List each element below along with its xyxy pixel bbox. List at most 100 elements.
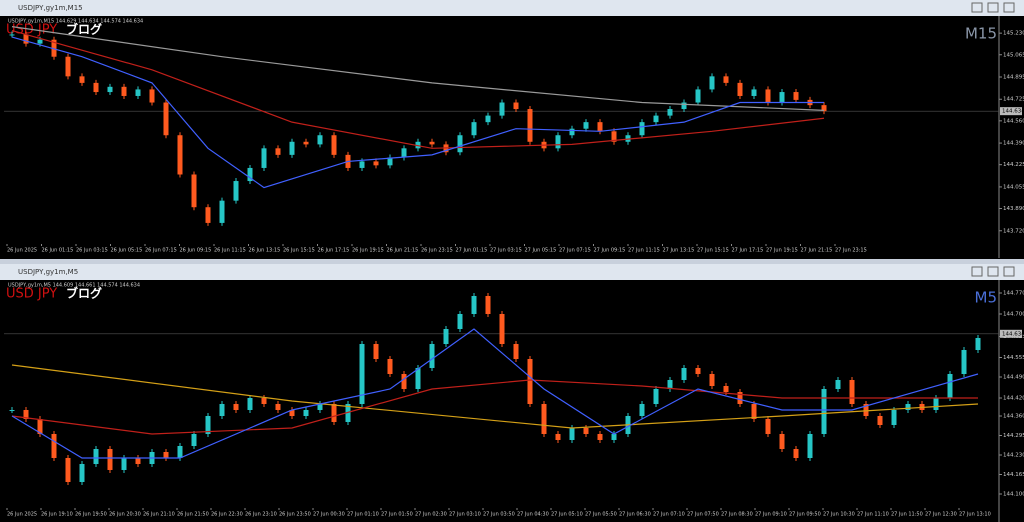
window-title: USDJPY,gy1m,M15 bbox=[18, 4, 83, 12]
x-tick-label: 27 Jun 08:30 bbox=[721, 512, 753, 518]
candle bbox=[401, 374, 407, 389]
x-tick-label: 26 Jun 2025 bbox=[7, 512, 37, 518]
x-tick-label: 26 Jun 2025 bbox=[7, 248, 37, 254]
candle bbox=[51, 434, 57, 458]
candle bbox=[23, 410, 29, 419]
candle bbox=[37, 419, 43, 434]
window-buttons[interactable] bbox=[971, 2, 1015, 277]
candle bbox=[79, 76, 85, 83]
symbol-label: USD JPY bbox=[6, 287, 57, 302]
candle bbox=[905, 404, 911, 410]
candle bbox=[667, 380, 673, 389]
x-tick-label: 27 Jun 13:15 bbox=[663, 248, 695, 254]
candle bbox=[513, 102, 519, 110]
candle bbox=[695, 89, 701, 103]
candle bbox=[93, 82, 99, 93]
candle bbox=[177, 135, 183, 175]
candle bbox=[639, 122, 645, 136]
candle bbox=[765, 89, 771, 103]
candle bbox=[821, 389, 827, 434]
candle bbox=[471, 122, 477, 136]
candle bbox=[541, 404, 547, 434]
y-tick-label: 144.770 bbox=[1003, 291, 1024, 297]
x-tick-label: 27 Jun 06:30 bbox=[619, 512, 651, 518]
candle bbox=[527, 109, 533, 142]
x-tick-label: 27 Jun 15:15 bbox=[697, 248, 729, 254]
candle bbox=[65, 56, 71, 77]
x-tick-label: 27 Jun 01:50 bbox=[381, 512, 413, 518]
candle bbox=[457, 135, 463, 153]
moving-average bbox=[11, 29, 825, 149]
moving-average bbox=[11, 328, 979, 459]
moving-average bbox=[11, 26, 825, 111]
candle bbox=[709, 76, 715, 90]
candle bbox=[975, 338, 981, 350]
x-tick-label: 27 Jun 00:30 bbox=[313, 512, 345, 518]
x-tick-label: 26 Jun 23:50 bbox=[279, 512, 311, 518]
x-tick-label: 26 Jun 13:15 bbox=[249, 248, 281, 254]
candle bbox=[121, 458, 127, 470]
candle bbox=[331, 404, 337, 422]
candle bbox=[317, 135, 323, 145]
candle bbox=[681, 368, 687, 380]
candle bbox=[625, 135, 631, 142]
y-tick-label: 144.360 bbox=[1003, 414, 1024, 420]
y-tick-label: 144.700 bbox=[1003, 312, 1024, 318]
candle bbox=[121, 86, 127, 96]
candle bbox=[303, 141, 309, 145]
candle bbox=[163, 452, 169, 458]
candle bbox=[387, 157, 393, 166]
x-tick-label: 26 Jun 23:15 bbox=[421, 248, 453, 254]
price-box bbox=[1000, 329, 1022, 338]
candle bbox=[289, 141, 295, 155]
y-tick-label: 144.725 bbox=[1003, 97, 1024, 103]
candle bbox=[93, 449, 99, 464]
candle bbox=[751, 404, 757, 419]
candle bbox=[499, 102, 505, 116]
candle bbox=[723, 386, 729, 392]
last-price-label: 144.634 bbox=[1002, 109, 1024, 115]
candle bbox=[429, 344, 435, 368]
candle bbox=[373, 161, 379, 166]
candle bbox=[9, 34, 15, 36]
candle bbox=[513, 344, 519, 359]
x-tick-label: 26 Jun 19:10 bbox=[41, 512, 73, 518]
candle bbox=[373, 344, 379, 359]
y-tick-label: 144.420 bbox=[1003, 396, 1024, 402]
x-tick-label: 27 Jun 05:50 bbox=[585, 512, 617, 518]
candle bbox=[779, 434, 785, 449]
x-tick-label: 27 Jun 07:15 bbox=[559, 248, 591, 254]
candle bbox=[177, 446, 183, 458]
candle bbox=[807, 434, 813, 458]
x-tick-label: 27 Jun 03:50 bbox=[483, 512, 515, 518]
candle bbox=[751, 89, 757, 96]
y-tick-label: 144.100 bbox=[1003, 492, 1024, 498]
timeframe-label: M15 bbox=[965, 25, 997, 43]
x-tick-label: 27 Jun 21:15 bbox=[801, 248, 833, 254]
candle bbox=[485, 115, 491, 123]
candle bbox=[569, 428, 575, 440]
candle bbox=[247, 167, 253, 182]
candle bbox=[653, 389, 659, 404]
x-tick-label: 26 Jun 03:15 bbox=[76, 248, 108, 254]
candle bbox=[611, 131, 617, 142]
candle bbox=[233, 181, 239, 201]
x-tick-label: 27 Jun 01:15 bbox=[456, 248, 488, 254]
x-tick-label: 27 Jun 05:15 bbox=[525, 248, 557, 254]
candle bbox=[765, 419, 771, 434]
candle bbox=[611, 434, 617, 440]
candle bbox=[597, 122, 603, 132]
candle bbox=[331, 135, 337, 155]
candle bbox=[681, 102, 687, 110]
x-tick-label: 27 Jun 12:30 bbox=[925, 512, 957, 518]
y-tick-label: 144.555 bbox=[1003, 355, 1024, 361]
x-tick-label: 27 Jun 11:50 bbox=[891, 512, 923, 518]
x-tick-label: 27 Jun 07:10 bbox=[653, 512, 685, 518]
timeframe-label: M5 bbox=[975, 289, 998, 307]
candle bbox=[359, 161, 365, 168]
candle bbox=[303, 410, 309, 416]
y-tick-label: 144.225 bbox=[1003, 162, 1024, 168]
y-tick-label: 144.390 bbox=[1003, 141, 1024, 147]
title-bar bbox=[0, 0, 1024, 16]
